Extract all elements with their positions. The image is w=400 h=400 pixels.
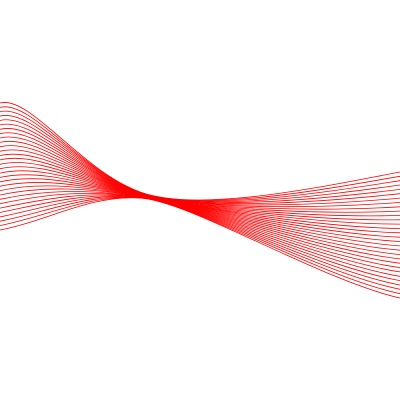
wave-line	[0, 197, 400, 299]
